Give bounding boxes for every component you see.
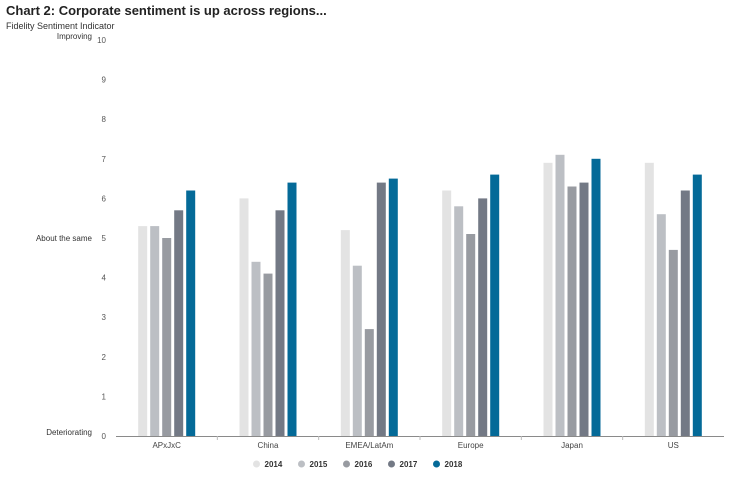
y-tick-label: 0 bbox=[102, 432, 107, 441]
y-axis-ticks: 0 1 2 3 4 5 6 7 8 9 10 bbox=[97, 36, 106, 441]
y-annotation-label: About the same bbox=[36, 234, 93, 243]
legend: 2014 2015 2016 2017 2018 bbox=[253, 460, 463, 469]
bar-2017-japan bbox=[579, 182, 589, 436]
x-axis-ticks: APxJxC China EMEA/LatAm Europe Japan US bbox=[152, 436, 679, 450]
y-tick-label: 4 bbox=[102, 274, 107, 283]
legend-swatch-2017 bbox=[388, 460, 395, 468]
y-tick-label: 2 bbox=[102, 353, 107, 362]
bar-2017-emea-latam bbox=[376, 182, 386, 436]
x-tick-label: EMEA/LatAm bbox=[345, 441, 393, 450]
y-tick-label: 10 bbox=[97, 36, 106, 45]
y-tick-label: 5 bbox=[102, 234, 107, 243]
chart-title: Chart 2: Corporate sentiment is up acros… bbox=[6, 3, 327, 18]
x-tick-label: China bbox=[258, 441, 279, 450]
bar-2016-us bbox=[668, 249, 678, 436]
bar-2016-europe bbox=[466, 234, 476, 436]
legend-label-2016: 2016 bbox=[355, 460, 373, 469]
y-tick-label: 3 bbox=[102, 313, 107, 322]
bar-2018-apxjxc bbox=[186, 190, 196, 436]
bar-2016-china bbox=[263, 273, 273, 436]
bar-2016-japan bbox=[567, 186, 577, 436]
bar-2014-us bbox=[644, 162, 654, 437]
x-tick-label: US bbox=[668, 441, 679, 450]
bar-2016-emea-latam bbox=[364, 329, 374, 436]
bar-2017-europe bbox=[478, 198, 488, 436]
legend-swatch-2015 bbox=[298, 460, 305, 468]
legend-label-2014: 2014 bbox=[265, 460, 283, 469]
legend-swatch-2018 bbox=[433, 460, 440, 468]
y-annotation-label: Improving bbox=[57, 32, 92, 41]
y-tick-label: 9 bbox=[102, 76, 107, 85]
bar-2018-china bbox=[287, 182, 297, 436]
legend-label-2015: 2015 bbox=[310, 460, 328, 469]
legend-swatch-2016 bbox=[343, 460, 350, 468]
y-tick-label: 8 bbox=[102, 115, 107, 124]
bar-2018-europe bbox=[490, 174, 500, 436]
bar-2015-europe bbox=[454, 206, 464, 436]
bar-2017-apxjxc bbox=[174, 210, 184, 436]
bar-2018-emea-latam bbox=[388, 178, 398, 436]
bar-2017-china bbox=[275, 210, 285, 436]
y-tick-label: 1 bbox=[102, 392, 107, 401]
bar-2017-us bbox=[680, 190, 690, 436]
bar-2014-emea-latam bbox=[340, 230, 350, 436]
bar-2015-emea-latam bbox=[352, 265, 362, 436]
legend-swatch-2014 bbox=[253, 460, 260, 468]
bar-2014-japan bbox=[543, 162, 553, 437]
bar-2018-japan bbox=[591, 158, 601, 437]
legend-label-2018: 2018 bbox=[445, 460, 463, 469]
x-tick-label: Europe bbox=[458, 441, 484, 450]
bar-2015-apxjxc bbox=[150, 226, 160, 436]
chart-subtitle: Fidelity Sentiment Indicator bbox=[6, 21, 115, 31]
bars bbox=[138, 154, 702, 437]
bar-2014-apxjxc bbox=[138, 226, 148, 436]
y-annotations: Improving About the same Deteriorating bbox=[36, 32, 93, 437]
x-tick-label: APxJxC bbox=[152, 441, 181, 450]
bar-2014-europe bbox=[442, 190, 452, 436]
legend-label-2017: 2017 bbox=[400, 460, 418, 469]
x-tick-label: Japan bbox=[561, 441, 583, 450]
y-tick-label: 7 bbox=[102, 155, 107, 164]
bar-2015-china bbox=[251, 261, 261, 436]
bar-2018-us bbox=[692, 174, 702, 436]
y-annotation-label: Deteriorating bbox=[46, 428, 92, 437]
bar-2015-japan bbox=[555, 154, 565, 437]
bar-2016-apxjxc bbox=[162, 238, 172, 436]
bar-2015-us bbox=[656, 214, 666, 436]
bar-2014-china bbox=[239, 198, 249, 436]
y-tick-label: 6 bbox=[102, 194, 107, 203]
